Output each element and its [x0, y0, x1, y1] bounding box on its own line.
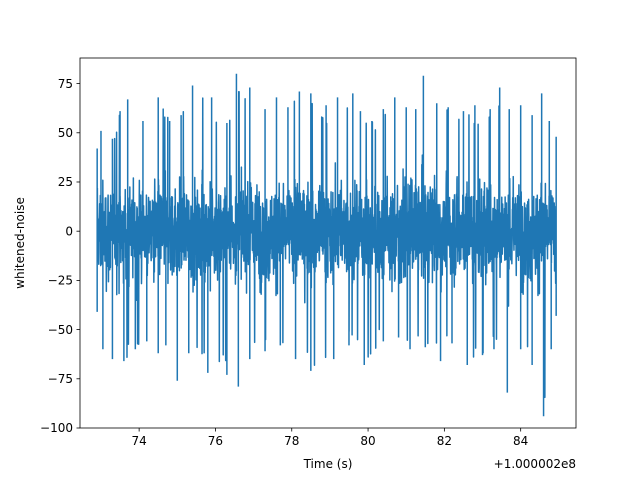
plot-area — [96, 73, 557, 417]
y-tick-label: −75 — [48, 372, 73, 386]
y-tick-label: 50 — [58, 126, 73, 140]
y-axis-label: whitened-noise — [13, 197, 27, 289]
y-tick-label: −25 — [48, 274, 73, 288]
x-axis-label: Time (s) — [303, 457, 353, 471]
axes-frame — [79, 57, 577, 429]
y-tick-label: −50 — [48, 323, 73, 337]
x-offset-label: +1.000002e8 — [494, 457, 576, 471]
x-tick-label: 76 — [208, 434, 223, 448]
series-layer — [96, 73, 557, 417]
x-axis: 74 76 78 80 82 84 — [131, 428, 528, 448]
x-tick-label: 84 — [513, 434, 528, 448]
x-tick-label: 80 — [360, 434, 375, 448]
y-tick-label: 25 — [58, 175, 73, 189]
x-tick-label: 74 — [131, 434, 146, 448]
x-tick-label: 82 — [437, 434, 452, 448]
y-tick-label: 0 — [65, 224, 73, 238]
series-line — [96, 73, 557, 417]
y-tick-label: 75 — [58, 77, 73, 91]
y-axis: −100 −75 −50 −25 0 25 50 75 — [40, 77, 80, 435]
x-tick-label: 78 — [284, 434, 299, 448]
y-tick-label: −100 — [40, 421, 73, 435]
